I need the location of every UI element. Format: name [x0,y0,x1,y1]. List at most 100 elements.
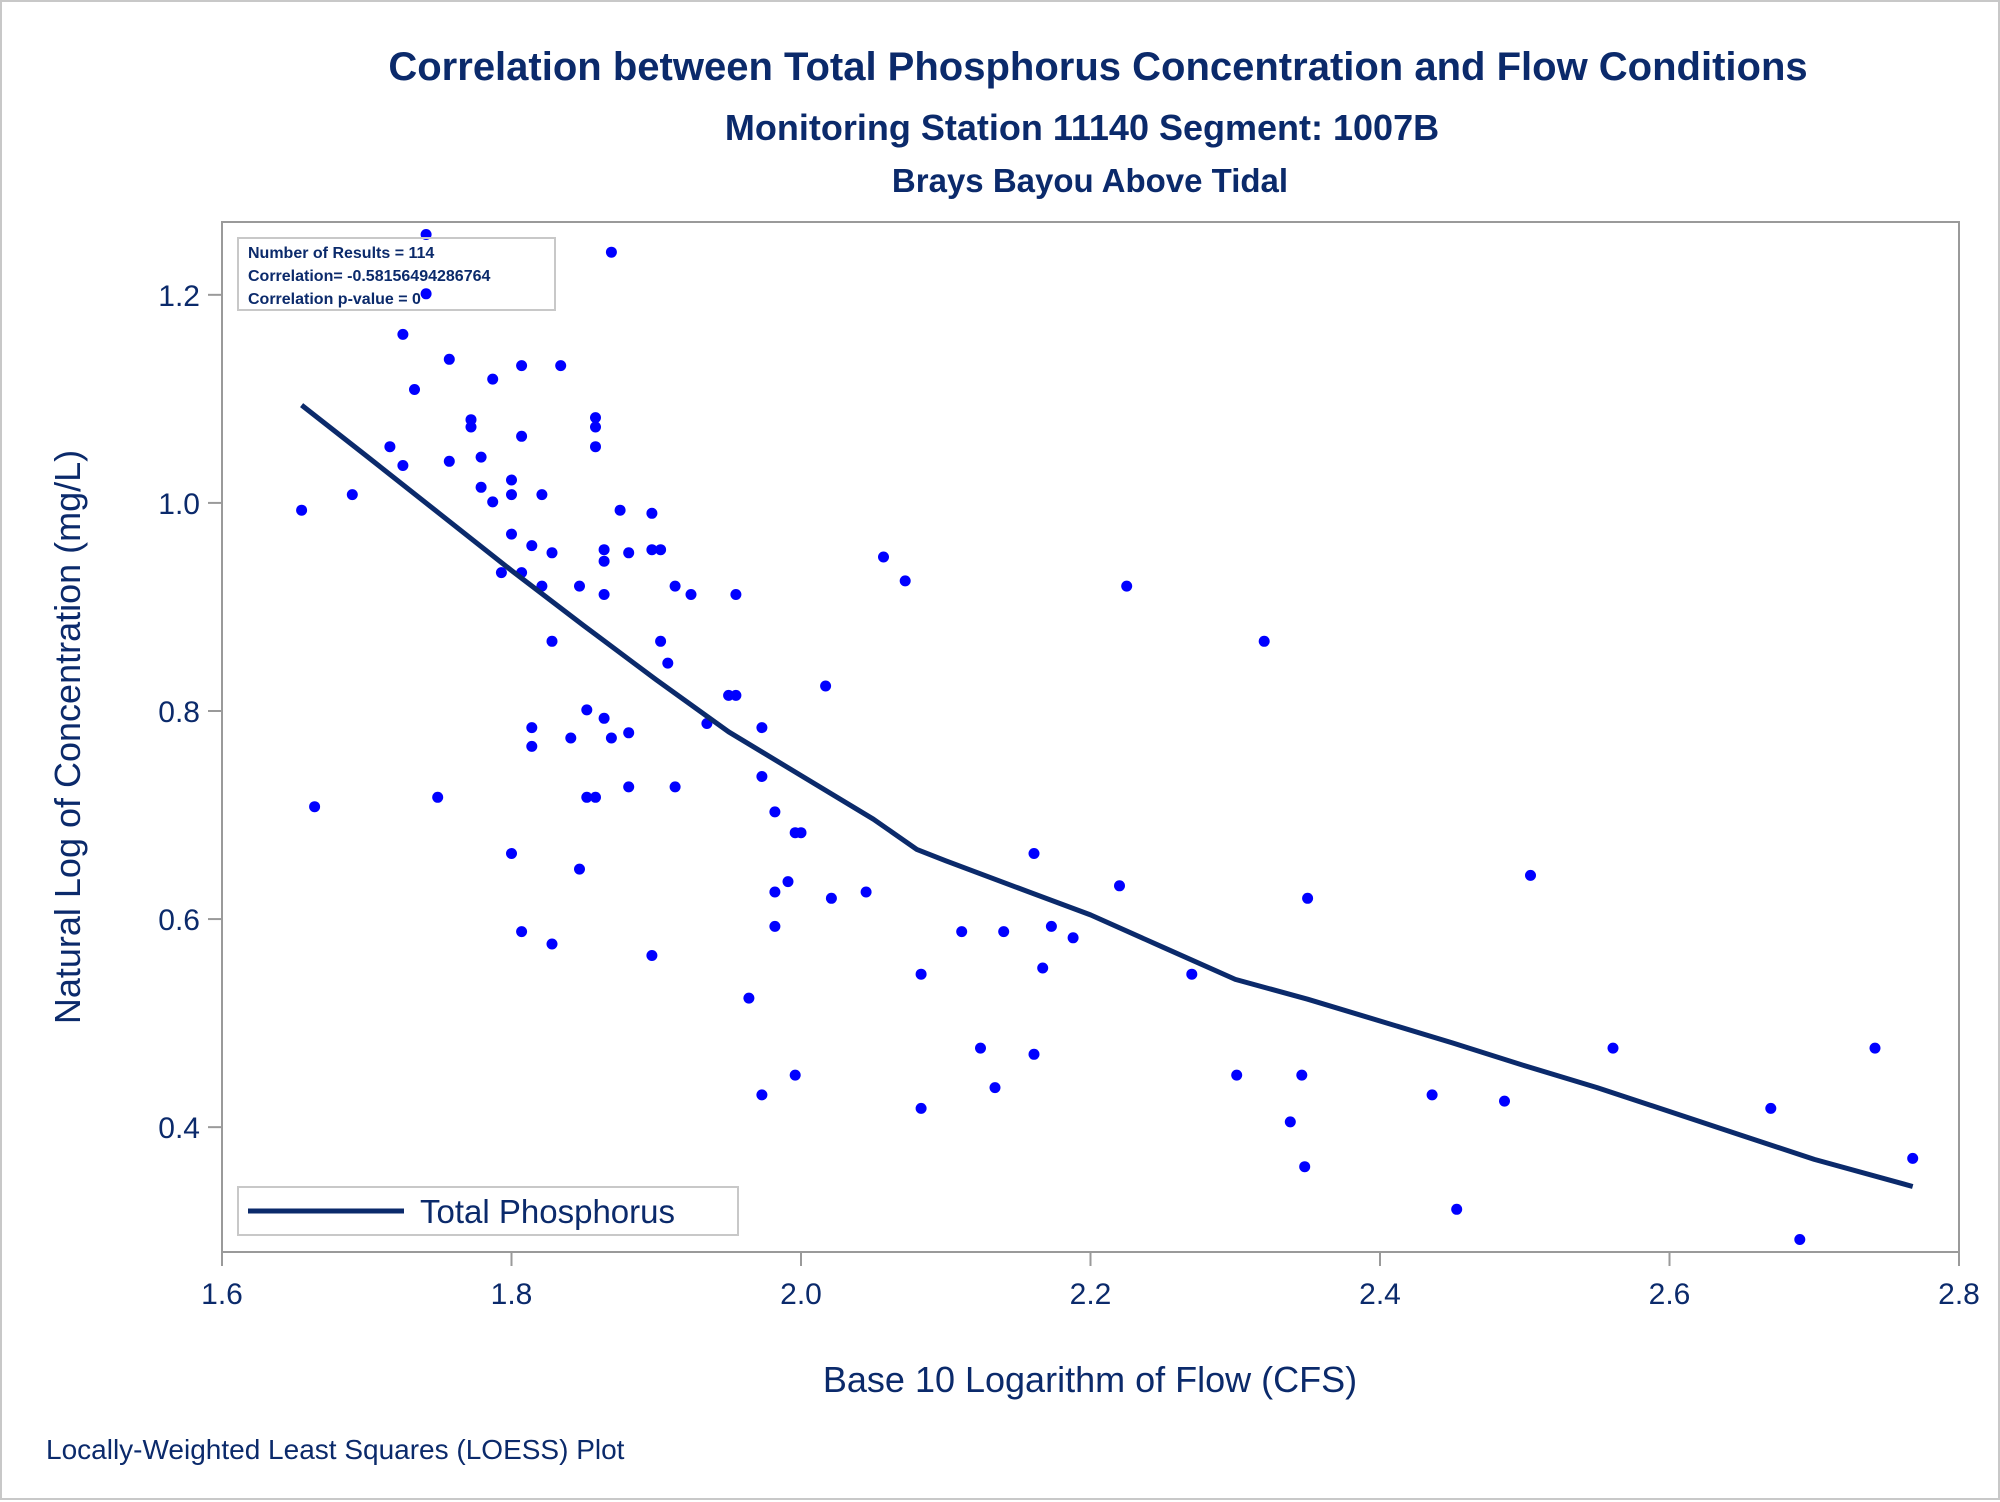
data-point [956,926,968,938]
data-point [574,580,585,592]
data-point [623,781,635,793]
data-point [1426,1089,1438,1101]
data-point [1028,1048,1040,1060]
data-point [1302,892,1314,904]
data-point [443,353,455,365]
data-point [915,968,927,980]
data-point [598,555,610,567]
data-point [420,288,432,300]
loess-line [300,403,1914,1189]
data-point [614,504,626,516]
footnote: Locally-Weighted Least Squares (LOESS) P… [46,1434,625,1465]
data-point [546,547,558,559]
data-point [487,373,499,385]
chart-title: Correlation between Total Phosphorus Con… [388,45,1807,89]
x-tick-label: 2.0 [780,1278,822,1311]
x-tick-label: 2.4 [1359,1278,1401,1311]
y-tick-label: 0.6 [158,904,200,937]
data-point [860,886,872,898]
data-point [590,421,601,433]
data-point [1907,1152,1919,1164]
data-point [662,657,674,669]
stats-box: Number of Results = 114 Correlation= -0.… [237,237,556,311]
data-point [590,791,601,803]
data-point [574,863,585,875]
data-point [526,540,538,552]
data-point [669,781,681,793]
stat-count: Number of Results = 114 [248,245,434,262]
data-point [1067,932,1079,944]
data-point [590,412,601,424]
legend: Total Phosphorus [237,1186,739,1236]
y-tick-label: 0.4 [158,1112,200,1145]
data-point [1296,1069,1308,1081]
plot-area [221,221,1960,1253]
data-point [743,992,755,1004]
stat-p-value: Correlation p-value = 0 [248,291,421,308]
data-points [296,229,1919,1245]
data-point [820,680,832,692]
data-point [730,689,742,701]
data-point [309,801,321,813]
data-point [397,328,409,340]
data-point [346,489,358,501]
data-point [1299,1161,1311,1173]
data-point [506,848,517,859]
data-point [646,507,658,519]
data-point [1037,962,1049,974]
data-point [1525,869,1536,881]
data-point [769,806,781,818]
data-point [546,938,558,950]
data-point [506,528,517,540]
x-axis-label: Base 10 Logarithm of Flow (CFS) [823,1359,1357,1400]
data-point [605,732,617,744]
data-point [443,455,455,467]
data-point [495,567,507,579]
data-point [432,791,444,803]
data-point [915,1102,927,1114]
data-point [669,580,681,592]
data-point [555,360,567,372]
data-point [598,589,610,600]
data-point [526,740,538,752]
data-point [1186,968,1198,980]
data-point [646,544,658,556]
data-point [1121,580,1133,592]
legend-label: Total Phosphorus [420,1193,675,1230]
stat-correlation: Correlation= -0.58156494286764 [248,268,490,285]
data-point [409,384,420,395]
data-point [623,727,635,739]
data-point [756,1089,768,1101]
x-tick-label: 2.2 [1070,1278,1112,1311]
data-point [878,551,889,563]
data-point [546,635,558,647]
data-point [1258,635,1270,647]
data-point [526,722,538,734]
data-point [506,474,517,486]
chart-subtitle-secondary: Brays Bayou Above Tidal [892,162,1288,199]
x-tick-label: 1.6 [201,1278,243,1311]
data-point [899,575,911,587]
data-point [756,771,768,782]
chart-subtitle: Monitoring Station 11140 Segment: 1007B [725,107,1439,148]
data-point [1114,880,1125,892]
data-point [1607,1042,1619,1054]
data-point [465,421,477,433]
data-point [598,712,610,724]
data-point [581,791,593,803]
data-point [598,544,610,556]
data-point [384,441,396,453]
data-point [397,460,409,471]
data-point [1028,848,1040,859]
data-point [825,892,837,904]
data-point [795,827,807,839]
data-point [730,589,742,600]
data-point [1284,1116,1296,1128]
data-point [769,886,781,898]
data-point [646,950,658,961]
data-point [296,504,308,516]
data-point [536,489,548,501]
data-point [516,430,528,442]
